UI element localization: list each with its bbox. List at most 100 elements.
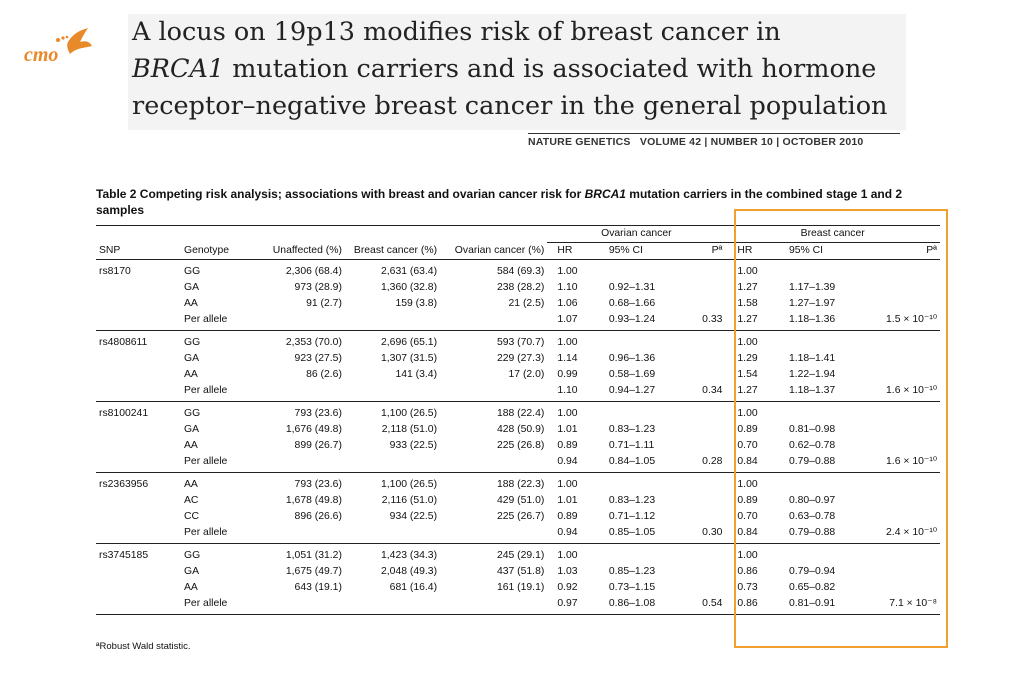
cell-genotype: GG bbox=[184, 266, 201, 277]
table-row: Per allele 0.97 0.86–1.08 0.54 0.86 0.81–0.91… bbox=[96, 596, 940, 615]
cell-breast-hr: 1.54 bbox=[737, 369, 758, 380]
cell-breast-hr: 1.27 bbox=[725, 383, 775, 402]
cell-ovarian-cancer-count: 21 (2.5) bbox=[508, 298, 545, 309]
title-line-1: A locus on 19p13 modifies risk of breast… bbox=[132, 17, 781, 47]
cell-unaffected bbox=[257, 596, 345, 615]
cell-ovarian-cancer-count: 188 (22.3) bbox=[496, 479, 545, 490]
cell-unaffected bbox=[257, 525, 345, 544]
cell-ovarian-cancer-count: 17 (2.0) bbox=[508, 369, 545, 380]
cell-breast-hr: 0.70 bbox=[737, 440, 758, 451]
cell-breast-cancer-count: 2,116 (51.0) bbox=[381, 495, 438, 506]
cell-ovarian-hr: 1.10 bbox=[557, 282, 578, 293]
cell-ovarian-cancer-count: 428 (50.9) bbox=[496, 424, 545, 435]
cell-unaffected: 2,306 (68.4) bbox=[285, 266, 342, 277]
journal-divider bbox=[528, 133, 900, 134]
cell-genotype: GA bbox=[184, 353, 200, 364]
cell-breast-hr: 1.27 bbox=[737, 282, 758, 293]
cell-ovarian-p bbox=[683, 473, 726, 494]
cell-genotype: Per allele bbox=[181, 383, 258, 402]
cell-unaffected: 899 (26.7) bbox=[294, 440, 342, 451]
table-row: GA 1,675 (49.7) 2,048 (49.3) 437 (51.8) 1.03… bbox=[96, 564, 940, 580]
cell-ovarian-hr: 0.99 bbox=[557, 369, 578, 380]
cell-breast-cancer-count: 1,100 (26.5) bbox=[381, 479, 438, 490]
cell-ovarian-hr: 0.97 bbox=[547, 596, 595, 615]
table-row: rs2363956 AA 793 (23.6) 1,100 (26.5) 188 (22… bbox=[96, 473, 940, 494]
cell-ovarian-cancer-count bbox=[440, 383, 548, 402]
cell-ovarian-cancer-count: 161 (19.1) bbox=[496, 582, 545, 593]
cell-snp bbox=[96, 525, 181, 544]
col-header-unaffected: Unaffected (%) bbox=[257, 242, 345, 260]
cell-ovarian-ci: 0.94–1.27 bbox=[594, 383, 683, 402]
cell-ovarian-cancer-count bbox=[440, 454, 548, 473]
cell-ovarian-p bbox=[683, 509, 726, 525]
cell-breast-cancer-count: 2,048 (49.3) bbox=[381, 566, 438, 577]
cell-unaffected: 923 (27.5) bbox=[294, 353, 342, 364]
cell-genotype: AA bbox=[184, 440, 198, 451]
snp-group: rs2363956 AA 793 (23.6) 1,100 (26.5) 188 (22… bbox=[96, 473, 940, 544]
cell-snp bbox=[96, 493, 181, 509]
cell-breast-cancer-count: 1,360 (32.8) bbox=[381, 282, 438, 293]
cell-genotype: AC bbox=[184, 495, 199, 506]
cell-breast-hr: 0.84 bbox=[725, 454, 775, 473]
cell-ovarian-cancer-count: 188 (22.4) bbox=[496, 408, 545, 419]
cell-unaffected: 1,678 (49.8) bbox=[285, 495, 342, 506]
cell-unaffected: 86 (2.6) bbox=[306, 369, 342, 380]
cell-ovarian-p: 0.30 bbox=[682, 525, 726, 544]
cell-ovarian-hr: 0.94 bbox=[547, 525, 595, 544]
cell-ovarian-cancer-count bbox=[440, 596, 548, 615]
cell-ovarian-ci: 0.71–1.12 bbox=[608, 511, 656, 522]
cell-breast-ci: 0.79–0.94 bbox=[788, 566, 836, 577]
cell-ovarian-hr: 1.00 bbox=[557, 550, 578, 561]
caption-suffix: mutation carriers in the combined stage … bbox=[96, 187, 903, 217]
ovarian-cancer-header: Ovarian cancer bbox=[547, 225, 726, 243]
cell-ovarian-hr: 1.14 bbox=[557, 353, 578, 364]
col-header-breast-hr: HR bbox=[725, 242, 775, 260]
cell-breast-hr: 1.29 bbox=[737, 353, 758, 364]
col-header-ovarian-hr: HR bbox=[547, 242, 595, 260]
cell-breast-cancer-count: 681 (16.4) bbox=[389, 582, 438, 593]
cell-ovarian-ci: 0.73–1.15 bbox=[608, 582, 656, 593]
table-row: GA 923 (27.5) 1,307 (31.5) 229 (27.3) 1.14 0.… bbox=[96, 351, 940, 367]
cell-unaffected bbox=[257, 383, 345, 402]
cell-breast-cancer-count bbox=[344, 525, 441, 544]
cell-breast-p: 1.5 × 10⁻¹⁰ bbox=[863, 312, 940, 331]
title-background bbox=[128, 14, 906, 130]
cell-genotype: AA bbox=[184, 369, 198, 380]
cell-genotype: GA bbox=[184, 566, 200, 577]
table-row: CC 896 (26.6) 934 (22.5) 225 (26.7) 0.89 0.71… bbox=[96, 509, 940, 525]
cell-ovarian-p bbox=[683, 351, 726, 367]
title-gene-name: BRCA1 bbox=[132, 54, 225, 84]
breast-cancer-highlight-box bbox=[734, 209, 948, 648]
table-row: Per allele 1.10 0.94–1.27 0.34 1.27 1.18–1.37… bbox=[96, 383, 940, 402]
table-row: rs8100241 GG 793 (23.6) 1,100 (26.5) 188 (22… bbox=[96, 402, 940, 423]
cell-ovarian-cancer-count: 593 (70.7) bbox=[496, 337, 545, 348]
cell-breast-ci: 0.81–0.98 bbox=[788, 424, 836, 435]
cell-ovarian-cancer-count: 229 (27.3) bbox=[496, 353, 545, 364]
title-line-3: receptor–negative breast cancer in the g… bbox=[132, 91, 888, 121]
cell-unaffected: 1,676 (49.8) bbox=[285, 424, 342, 435]
cell-snp bbox=[96, 351, 181, 367]
cell-breast-cancer-count bbox=[344, 312, 441, 331]
cell-ovarian-hr: 1.00 bbox=[557, 337, 578, 348]
snp-group: rs8170 GG 2,306 (68.4) 2,631 (63.4) 584 (69.… bbox=[96, 260, 940, 331]
col-header-breast-ci: 95% CI bbox=[774, 242, 864, 260]
cell-ovarian-ci: 0.85–1.23 bbox=[608, 566, 656, 577]
cell-breast-hr: 0.89 bbox=[737, 424, 758, 435]
title-line-2: BRCA1 mutation carriers and is associate… bbox=[132, 51, 912, 88]
snp-group: rs4808611 GG 2,353 (70.0) 2,696 (65.1) 593 (… bbox=[96, 331, 940, 402]
cell-breast-hr: 0.89 bbox=[737, 495, 758, 506]
cell-unaffected: 793 (23.6) bbox=[294, 479, 342, 490]
cell-breast-ci: 0.79–0.88 bbox=[774, 454, 864, 473]
cell-genotype: AA bbox=[184, 479, 198, 490]
table-row: AC 1,678 (49.8) 2,116 (51.0) 429 (51.0) 1.01… bbox=[96, 493, 940, 509]
cell-ovarian-cancer-count: 225 (26.7) bbox=[496, 511, 545, 522]
caption-prefix: Table 2 Competing risk analysis; associa… bbox=[96, 187, 585, 201]
cell-ovarian-p bbox=[683, 438, 726, 454]
cmo-logo: cmo bbox=[22, 24, 96, 72]
cell-breast-hr: 1.58 bbox=[737, 298, 758, 309]
cell-breast-ci: 0.62–0.78 bbox=[788, 440, 836, 451]
cell-breast-hr: 1.00 bbox=[737, 266, 758, 277]
cell-breast-hr: 0.70 bbox=[737, 511, 758, 522]
cell-ovarian-p: 0.33 bbox=[682, 312, 726, 331]
cell-breast-cancer-count: 1,423 (34.3) bbox=[381, 550, 438, 561]
